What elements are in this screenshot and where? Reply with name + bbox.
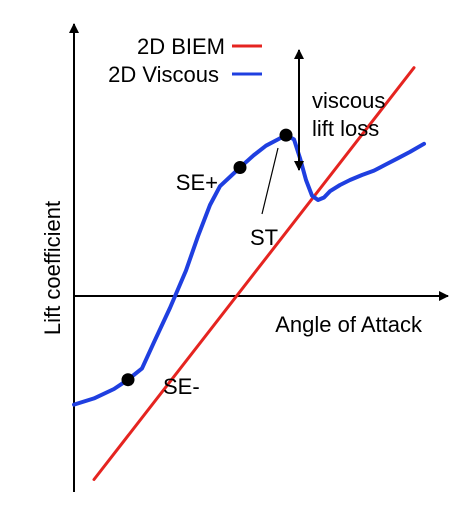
- point-se-minus: [121, 373, 135, 387]
- legend: 2D BIEM 2D Viscous: [108, 34, 262, 87]
- point-se-minusplus: [233, 161, 247, 174]
- legend-label-viscous: 2D Viscous: [108, 62, 219, 87]
- x-axis-label: Angle of Attack: [275, 312, 423, 337]
- series-line-2d-biem: [92, 66, 416, 481]
- lift-loss-label-line1: viscous: [312, 88, 385, 113]
- st-label: ST: [250, 225, 278, 250]
- y-axis-label: Lift coefficient: [40, 201, 65, 335]
- series-line-2d-viscous: [72, 133, 426, 407]
- point-st: [279, 128, 293, 142]
- legend-label-biem: 2D BIEM: [137, 34, 225, 59]
- point-label-se-minus: SE-: [163, 374, 200, 399]
- point-label-se-plus: SE+: [176, 170, 218, 195]
- st-leader-line: [261, 147, 279, 215]
- points-layer: [121, 128, 293, 387]
- lift-loss-label-line2: lift loss: [312, 116, 379, 141]
